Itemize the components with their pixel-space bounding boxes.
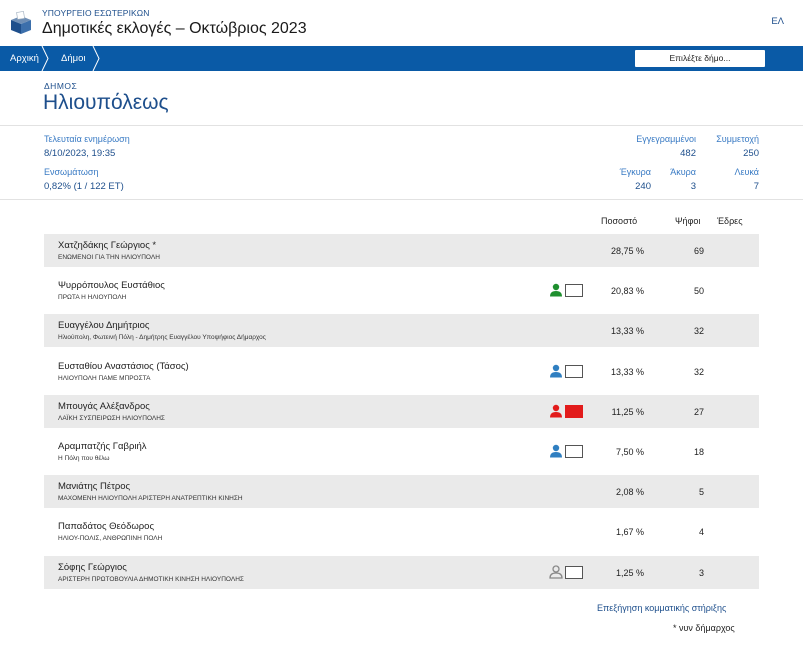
party-logo	[565, 445, 583, 458]
percent-cell: 13,33 %	[610, 366, 644, 377]
party-support-explanation-link[interactable]: Επεξήγηση κομματικής στήριξης	[597, 603, 727, 613]
party-logo	[565, 284, 583, 298]
party-name: Ηλιούπολη, Φωτεινή Πόλη - Δημήτρης Ευαγγ…	[58, 334, 266, 342]
party-name: ΕΝΩΜΕΝΟΙ ΓΙΑ ΤΗΝ ΗΛΙΟΥΠΟΛΗ	[58, 254, 160, 261]
table-row[interactable]: Μπουγάς Αλέξανδρος ΛΑΪΚΗ ΣΥΣΠΕΙΡΩΣΗ ΗΛΙΟΥ…	[44, 394, 759, 428]
divider	[0, 125, 803, 126]
table-row[interactable]: Σόφης Γεώργιος ΑΡΙΣΤΕΡΗ ΠΡΩΤΟΒΟΥΛΙΑ ΔΗΜΟΤ…	[44, 555, 759, 589]
site-header: ΥΠΟΥΡΓΕΙΟ ΕΣΩΤΕΡΙΚΩΝ Δημοτικές εκλογές –…	[0, 0, 803, 46]
divider	[0, 199, 803, 200]
party-name: ΑΡΙΣΤΕΡΗ ΠΡΩΤΟΒΟΥΛΙΑ ΔΗΜΟΤΙΚΗ ΚΙΝΗΣΗ ΗΛΙ…	[58, 575, 244, 583]
party-name: ΠΡΩΤΑ Η ΗΛΙΟΥΠΟΛΗ	[58, 294, 127, 302]
table-row[interactable]: Μανιάτης Πέτρος ΜΑΧΟΜΕΝΗ ΗΛΙΟΥΠΟΛΗ ΑΡΙΣΤΕ…	[44, 475, 759, 509]
votes-column-header: Ψήφοι	[675, 216, 701, 226]
votes-cell: 4	[698, 527, 704, 538]
votes-cell: 50	[693, 286, 704, 297]
table-row[interactable]: Παπαδάτος Θεόδωρος ΗΛΙΟΥ-ΠΟΛΙΣ, ΑΝΘΡΩΠΙΝΗ…	[44, 515, 759, 548]
chevron-right-icon	[92, 46, 100, 71]
table-row[interactable]: Χατζηδάκης Γεώργιος * ΕΝΩΜΕΝΟΙ ΓΙΑ ΤΗΝ ΗΛ…	[44, 234, 759, 267]
turnout-value: 250	[743, 148, 759, 159]
person-icon	[550, 283, 562, 297]
valid-label: Έγκυρα	[619, 167, 651, 177]
integration-label: Ενσωμάτωση	[44, 167, 99, 177]
votes-cell: 32	[693, 326, 704, 337]
table-row[interactable]: Αραμπατζής Γαβριήλ Η Πόλη που θέλω 7,50 % 1…	[44, 435, 759, 468]
table-row[interactable]: Ευσταθίου Αναστάσιος (Τάσος) ΗΛΙΟΥΠΟΛΗ ΠΑ…	[44, 355, 759, 388]
registered-label: Εγγεγραμμένοι	[636, 134, 696, 144]
candidate-name: Ψυρρόπουλος Ευστάθιος	[58, 280, 165, 292]
party-name: ΗΛΙΟΥΠΟΛΗ ΠΑΜΕ ΜΠΡΟΣΤΑ	[58, 374, 151, 382]
ministry-name: ΥΠΟΥΡΓΕΙΟ ΕΣΩΤΕΡΙΚΩΝ	[42, 8, 150, 18]
candidate-name: Σόφης Γεώργιος	[58, 561, 127, 573]
table-row[interactable]: Ευαγγέλου Δημήτριος Ηλιούπολη, Φωτεινή Πό…	[44, 314, 759, 348]
party-name: ΛΑΪΚΗ ΣΥΣΠΕΙΡΩΣΗ ΗΛΙΟΥΠΟΛΗΣ	[58, 414, 165, 422]
candidate-name: Παπαδάτος Θεόδωρος	[58, 521, 155, 533]
invalid-label: Άκυρα	[670, 167, 696, 177]
person-icon	[550, 404, 562, 418]
candidate-name: Ευσταθίου Αναστάσιος (Τάσος)	[58, 360, 189, 372]
candidate-name: Ευαγγέλου Δημήτριος	[58, 320, 150, 332]
party-name: Η Πόλη που θέλω	[58, 455, 110, 462]
percent-cell: 1,67 %	[615, 527, 644, 538]
candidate-name: Μανιάτης Πέτρος	[58, 481, 131, 493]
party-name: ΗΛΙΟΥ-ΠΟΛΙΣ, ΑΝΘΡΩΠΙΝΗ ΠΟΛΗ	[58, 535, 163, 543]
page-title: Δημοτικές εκλογές – Οκτώβριος 2023	[42, 20, 307, 37]
percent-cell: 11,25 %	[611, 406, 644, 417]
last-update-value: 8/10/2023, 19:35	[44, 148, 116, 159]
person-icon	[550, 364, 562, 378]
municipality-name: Ηλιουπόλεως	[43, 91, 169, 114]
votes-cell: 27	[693, 406, 704, 417]
votes-cell: 69	[693, 246, 704, 256]
votes-cell: 3	[698, 567, 704, 578]
blank-label: Λευκά	[734, 167, 759, 177]
votes-cell: 18	[693, 447, 704, 457]
percent-column-header: Ποσοστό	[601, 216, 638, 226]
municipality-select[interactable]: Επιλέξτε δήμο...	[635, 50, 765, 67]
breadcrumb-home[interactable]: Αρχική	[10, 53, 39, 64]
percent-cell: 2,08 %	[615, 487, 644, 498]
table-row[interactable]: Ψυρρόπουλος Ευστάθιος ΠΡΩΤΑ Η ΗΛΙΟΥΠΟΛΗ 20…	[44, 274, 759, 307]
breadcrumb-municipalities[interactable]: Δήμοι	[61, 53, 86, 64]
party-logo	[565, 404, 583, 418]
party-logo	[565, 565, 583, 579]
ballot-box-icon	[11, 11, 31, 34]
current-mayor-note: * νυν δήμαρχος	[673, 623, 735, 633]
valid-value: 240	[635, 181, 651, 192]
language-switch[interactable]: ΕΛ	[771, 16, 784, 27]
turnout-label: Συμμετοχή	[716, 134, 759, 144]
blank-value: 7	[753, 181, 759, 192]
percent-cell: 28,75 %	[610, 246, 644, 256]
candidate-name: Αραμπατζής Γαβριήλ	[58, 441, 147, 452]
seats-column-header: Έδρες	[717, 216, 743, 226]
party-logo	[565, 364, 583, 378]
candidate-name: Μπουγάς Αλέξανδρος	[58, 400, 150, 412]
percent-cell: 20,83 %	[610, 286, 644, 297]
person-icon	[550, 444, 562, 458]
party-name: ΜΑΧΟΜΕΝΗ ΗΛΙΟΥΠΟΛΗ ΑΡΙΣΤΕΡΗ ΑΝΑΤΡΕΠΤΙΚΗ …	[58, 495, 243, 503]
integration-value: 0,82% (1 / 122 ΕΤ)	[44, 181, 124, 192]
person-icon	[549, 564, 563, 579]
percent-cell: 7,50 %	[615, 447, 644, 457]
chevron-right-icon	[41, 46, 49, 71]
candidate-name: Χατζηδάκης Γεώργιος *	[58, 240, 157, 251]
last-update-label: Τελευταία ενημέρωση	[44, 134, 130, 144]
votes-cell: 5	[698, 487, 704, 498]
registered-value: 482	[680, 148, 696, 159]
invalid-value: 3	[690, 181, 696, 192]
municipality-label: ΔΗΜΟΣ	[44, 81, 78, 91]
percent-cell: 13,33 %	[610, 326, 644, 337]
votes-cell: 32	[693, 366, 704, 377]
percent-cell: 1,25 %	[615, 567, 644, 578]
